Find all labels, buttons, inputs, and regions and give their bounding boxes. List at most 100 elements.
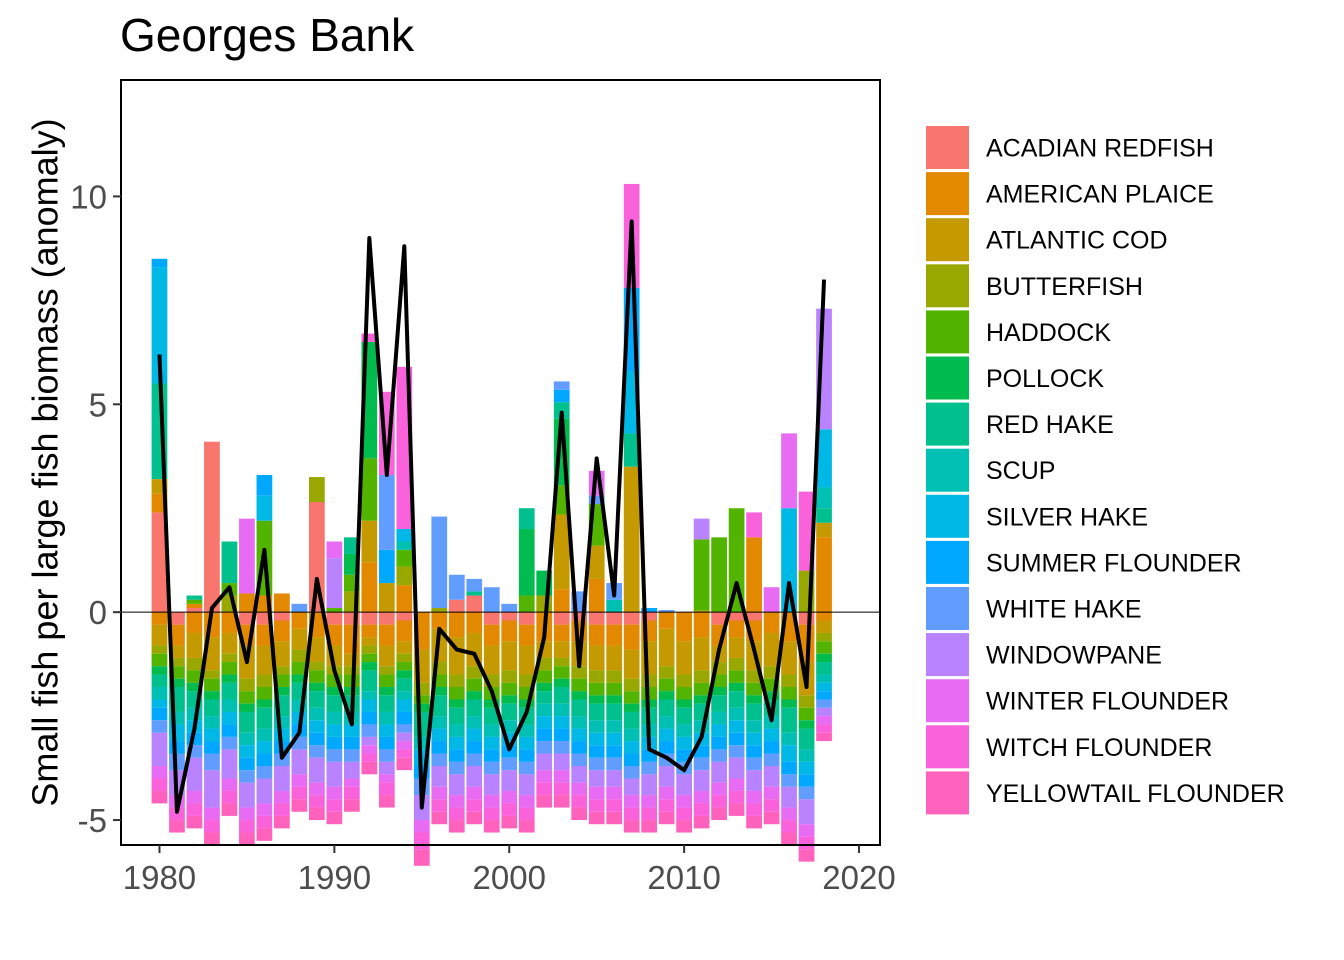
bar-segment-1989-s5-neg bbox=[309, 682, 325, 692]
bar-segment-1987-s14-neg bbox=[274, 815, 290, 829]
bar-segment-1985-s10-neg bbox=[239, 770, 255, 783]
bar-segment-1997-s5-neg bbox=[448, 699, 465, 708]
bar-segment-1981-s2-neg bbox=[169, 645, 185, 658]
bar-segment-2017-s14-neg bbox=[798, 849, 815, 862]
bar-segment-1983-s3-neg bbox=[204, 670, 220, 679]
bar-segment-2018-s8-neg bbox=[816, 682, 832, 692]
bar-segment-2003-s6-neg bbox=[553, 687, 570, 704]
bar-segment-1992-s9-neg bbox=[361, 711, 378, 725]
bar-segment-1996-s11-neg bbox=[431, 766, 448, 787]
bar-segment-2002-s12-neg bbox=[536, 770, 553, 783]
bar-segment-1984-s6-neg bbox=[221, 682, 238, 700]
bar-segment-2010-s12-neg bbox=[676, 795, 692, 808]
bar-segment-2007-s13-neg bbox=[623, 807, 640, 821]
bar-segment-1980-s6-neg bbox=[151, 674, 168, 688]
bar-segment-1991-s12-neg bbox=[343, 778, 360, 787]
bar-segment-2018-s5-neg bbox=[816, 653, 832, 663]
bar-segment-2000-s12-neg bbox=[501, 790, 518, 804]
bar-segment-1990-s14-neg bbox=[326, 811, 343, 825]
bar-segment-2008-s3-neg bbox=[641, 674, 658, 688]
bar-segment-2013-s1-neg bbox=[728, 620, 745, 638]
bar-segment-2016-s3-neg bbox=[781, 674, 797, 688]
bar-segment-1999-s6-neg bbox=[483, 707, 500, 725]
bar-segment-1994-s4-neg bbox=[396, 662, 413, 671]
bar-segment-2010-s2-neg bbox=[676, 641, 692, 675]
bar-segment-2002-s13-neg bbox=[536, 782, 553, 796]
bar-segment-2006-s7-neg bbox=[606, 720, 623, 733]
bar-segment-1997-s6-neg bbox=[448, 707, 465, 725]
bar-segment-2015-s5-neg bbox=[763, 691, 780, 700]
bar-segment-2017-s11-neg bbox=[798, 799, 815, 825]
bar-segment-1983-s5-neg bbox=[204, 691, 220, 700]
bar-segment-1998-s0 bbox=[466, 595, 483, 613]
bar-segment-2010-s8-neg bbox=[676, 736, 692, 750]
bar-segment-2017-s3-neg bbox=[798, 695, 815, 708]
bar-segment-2001-s13-neg bbox=[518, 807, 535, 821]
bar-segment-2010-s1-neg bbox=[676, 612, 692, 642]
bar-segment-2018-s8 bbox=[816, 429, 832, 488]
bar-segment-1986-s8-neg bbox=[256, 741, 273, 754]
bar-segment-1994-s8 bbox=[396, 529, 413, 542]
bar-segment-2003-s2 bbox=[553, 514, 570, 590]
bar-segment-1987-s0-neg bbox=[274, 612, 290, 621]
bar-segment-2015-s8-neg bbox=[763, 728, 780, 742]
bar-segment-2018-s7 bbox=[816, 487, 832, 509]
bar-segment-1992-s11-neg bbox=[361, 736, 378, 746]
bar-segment-2010-s7-neg bbox=[676, 724, 692, 737]
bar-segment-2004-s10-neg bbox=[571, 753, 588, 767]
bar-segment-1994-s13-neg bbox=[396, 749, 413, 758]
bar-segment-1997-s13-neg bbox=[448, 807, 465, 821]
bar-segment-2014-s13-neg bbox=[746, 803, 762, 816]
bar-segment-1987-s3-neg bbox=[274, 666, 290, 675]
bar-segment-2007-s2-neg bbox=[623, 649, 640, 679]
bar-segment-1999-s2-neg bbox=[483, 645, 500, 675]
bar-segment-2004-s4-neg bbox=[571, 678, 588, 692]
bar-segment-2015-s1-neg bbox=[763, 612, 780, 633]
bar-segment-1994-s5-neg bbox=[396, 670, 413, 679]
bar-segment-1990-s9-neg bbox=[326, 736, 343, 750]
bar-segment-1988-s11-neg bbox=[291, 749, 308, 775]
bar-segment-2009-s14-neg bbox=[658, 811, 675, 825]
bar-segment-2018-s9-neg bbox=[816, 691, 832, 700]
bar-segment-2003-s1 bbox=[553, 589, 570, 613]
bar-segment-1999-s7-neg bbox=[483, 724, 500, 737]
bar-segment-2002-s9-neg bbox=[536, 728, 553, 742]
bar-segment-1999-s10-neg bbox=[483, 761, 500, 775]
bar-segment-1991-s10-neg bbox=[343, 749, 360, 762]
bar-segment-2005-s0-neg bbox=[588, 612, 605, 625]
x-tick-label-2010: 2010 bbox=[647, 859, 720, 896]
bar-segment-1988-s4-neg bbox=[291, 662, 308, 675]
bar-segment-1982-s14-neg bbox=[186, 815, 203, 829]
bar-segment-2000-s3-neg bbox=[501, 670, 518, 683]
bar-segment-2018-s1 bbox=[816, 537, 832, 613]
bar-segment-1995-s4-neg bbox=[413, 695, 430, 704]
bar-segment-1986-s14-neg bbox=[256, 828, 273, 841]
bar-segment-2010-s6-neg bbox=[676, 707, 692, 725]
bar-segment-2006-s8-neg bbox=[606, 732, 623, 746]
bar-segment-1992-s13-neg bbox=[361, 753, 378, 762]
bar-segment-1993-s12-neg bbox=[378, 774, 395, 783]
bar-segment-2006-s6-neg bbox=[606, 703, 623, 721]
bar-segment-1993-s10 bbox=[378, 474, 395, 550]
bar-segment-2009-s6-neg bbox=[658, 699, 675, 717]
bar-segment-1986-s7-neg bbox=[256, 728, 273, 742]
legend-key-0 bbox=[926, 126, 969, 169]
y-axis-label: Small fish per large fish biomass (anoma… bbox=[25, 118, 66, 806]
bar-segment-2006-s5-neg bbox=[606, 695, 623, 704]
legend-label-7: SCUP bbox=[986, 457, 1055, 485]
bar-segment-1991-s13-neg bbox=[343, 786, 360, 800]
bar-segment-2001-s10-neg bbox=[518, 761, 535, 775]
bar-segment-2005-s13-neg bbox=[588, 799, 605, 812]
bar-segment-1991-s8-neg bbox=[343, 724, 360, 737]
bar-segment-2014-s7-neg bbox=[746, 720, 762, 733]
bar-segment-2018-s6 bbox=[816, 508, 832, 523]
bar-segment-1994-s0-neg bbox=[396, 612, 413, 621]
bar-segment-2014-s11-neg bbox=[746, 770, 762, 791]
bar-segment-1999-s11-neg bbox=[483, 774, 500, 796]
bar-segment-2005-s2-neg bbox=[588, 645, 605, 671]
bar-segment-1989-s4-neg bbox=[309, 670, 325, 683]
bar-segment-1998-s3-neg bbox=[466, 666, 483, 679]
bar-segment-2014-s14-neg bbox=[746, 815, 762, 829]
bar-segment-1988-s12-neg bbox=[291, 774, 308, 787]
bar-segment-2003-s12-neg bbox=[553, 770, 570, 783]
